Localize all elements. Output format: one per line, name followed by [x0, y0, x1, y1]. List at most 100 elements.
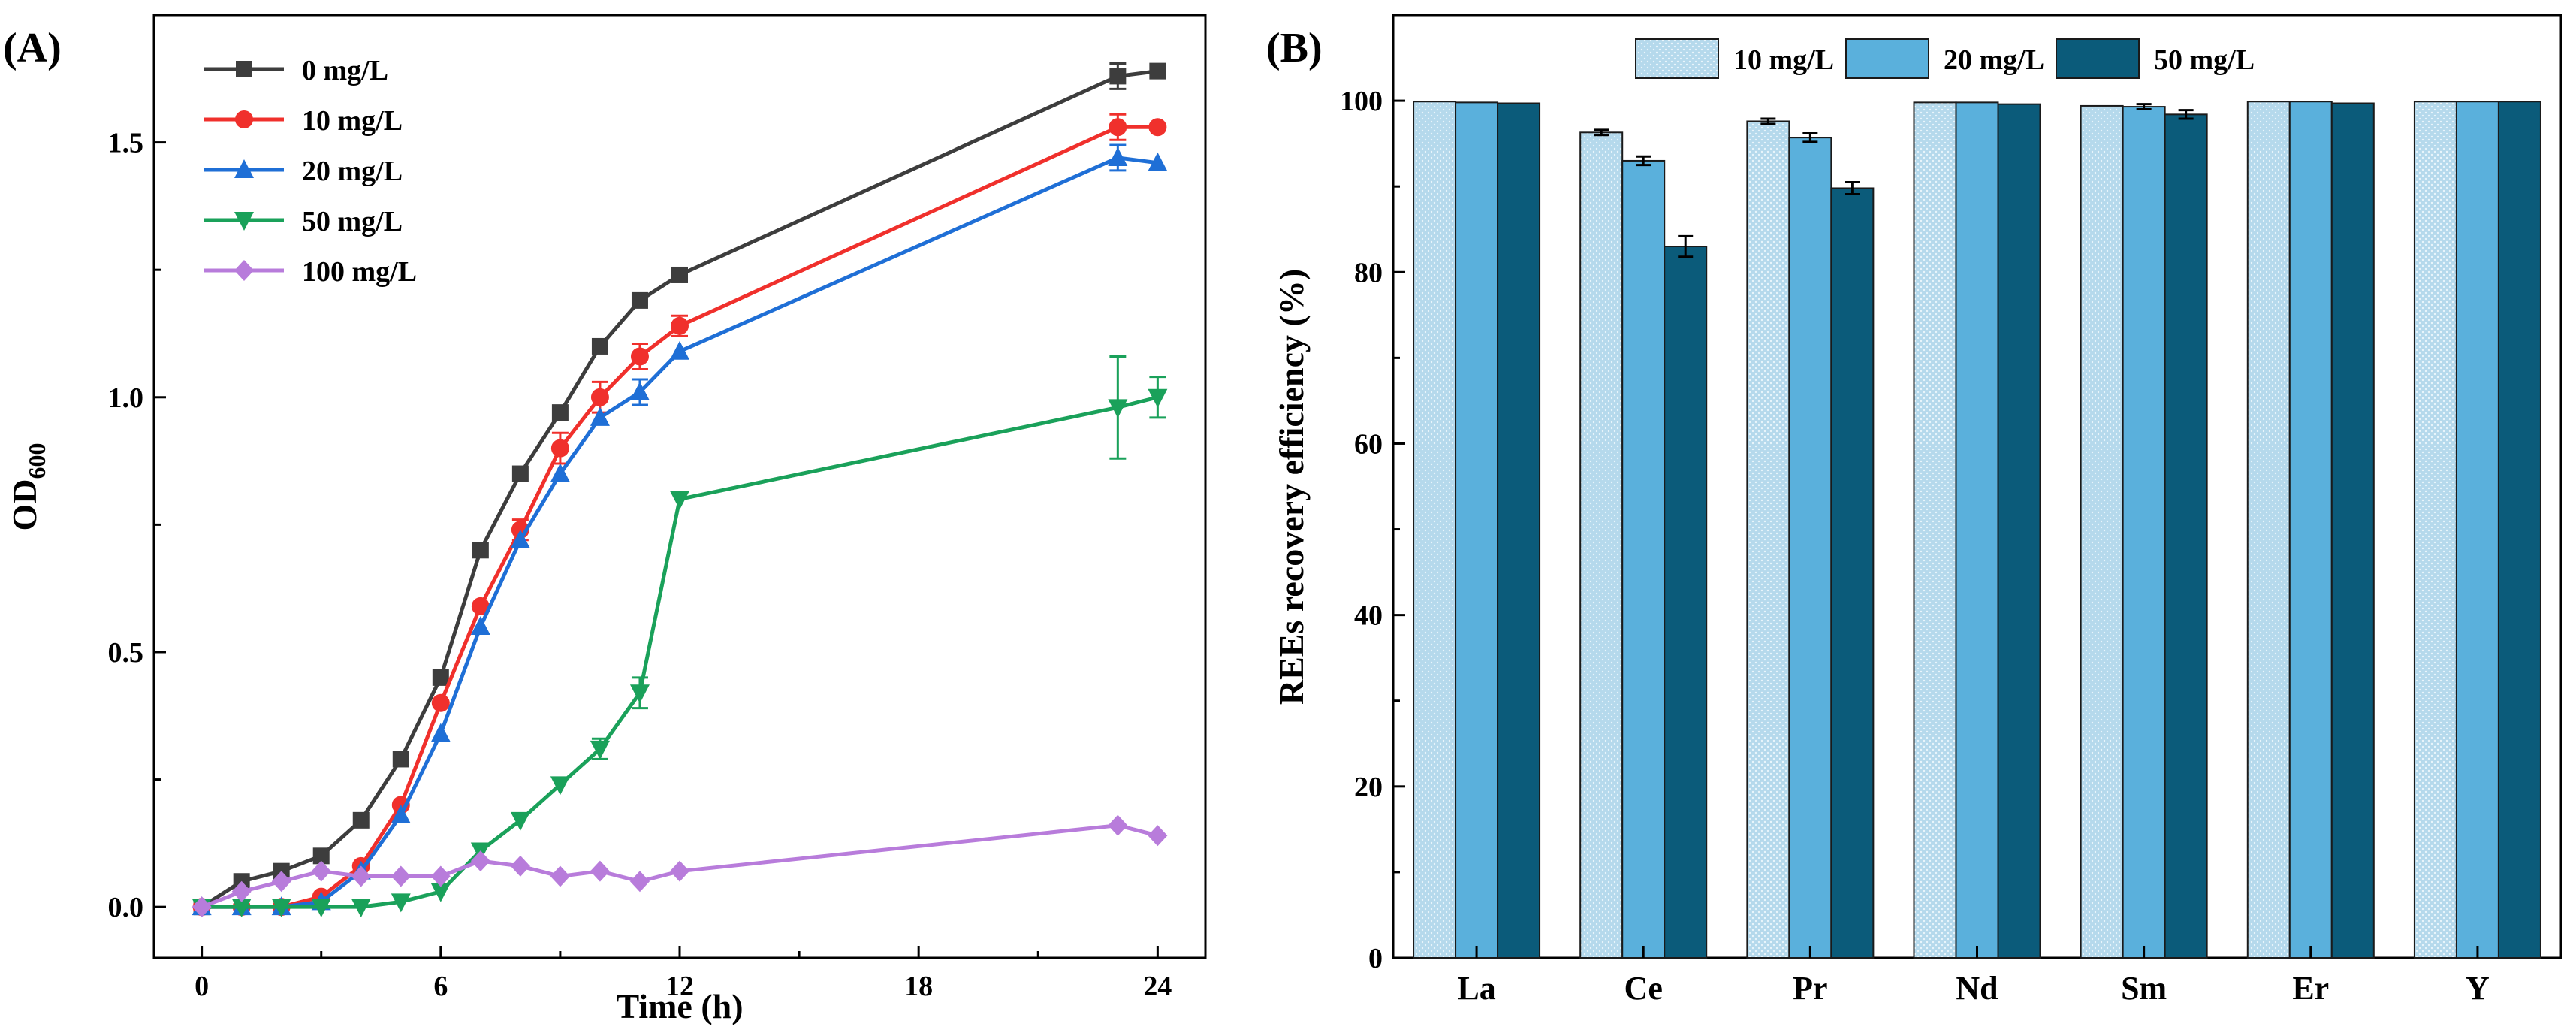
- x-axis-label-a: Time (h): [616, 987, 743, 1025]
- x-tick-label-a-1: 6: [433, 971, 448, 1002]
- data-point-0-mg-l-3: [312, 847, 330, 865]
- legend-marker-20-mg-l: [234, 159, 254, 178]
- data-point-100-mg-l-7: [470, 850, 490, 872]
- bar-50-mg-l-sm: [2164, 113, 2208, 959]
- data-point-100-mg-l-1: [231, 880, 252, 902]
- bar-20-mg-l-la: [1455, 101, 1499, 959]
- bar-20-mg-l-y: [2455, 101, 2499, 959]
- bar-20-mg-l-ce: [1621, 159, 1666, 959]
- data-point-0-mg-l-4: [352, 811, 370, 829]
- data-point-50-mg-l-9: [550, 776, 570, 796]
- data-point-20-mg-l-6: [430, 723, 451, 742]
- legend-marker-50-mg-l: [234, 212, 254, 231]
- x-tick-label-a-0: 0: [195, 971, 209, 1002]
- panel-a-label: (A): [3, 25, 62, 71]
- bar-10-mg-l-ce: [1579, 131, 1624, 959]
- data-point-0-mg-l-8: [511, 465, 529, 482]
- bar-chart-panel-b: 0 20 40 60 80 100 La Ce Pr Nd Sm Er Y 10 mg/L 20 mg/L…: [1272, 14, 2562, 1007]
- data-point-10-mg-l-13: [1109, 118, 1127, 137]
- legend-label-50-mg-l: 50 mg/L: [2154, 44, 2255, 76]
- data-point-100-mg-l-12: [670, 860, 689, 882]
- bar-10-mg-l-la: [1413, 101, 1457, 959]
- y-axis-label-a-sub: 600: [23, 443, 50, 479]
- legend-b: 10 mg/L 20 mg/L 50 mg/L: [1635, 38, 2255, 79]
- series-0-mg-l: [193, 62, 1166, 916]
- y-tick-label-b-5: 100: [1340, 86, 1383, 117]
- legend-marker-0-mg-l: [236, 61, 252, 77]
- data-point-10-mg-l-12: [671, 316, 689, 335]
- x-tick-label-ce: Ce: [1624, 970, 1663, 1007]
- legend-swatch-20-mg-l: [1845, 38, 1929, 79]
- data-point-0-mg-l-9: [551, 404, 569, 421]
- data-point-50-mg-l-4: [351, 899, 371, 918]
- data-point-20-mg-l-12: [670, 340, 689, 360]
- data-point-20-mg-l-8: [510, 529, 530, 548]
- data-point-50-mg-l-6: [430, 883, 451, 902]
- bar-50-mg-l-er: [2330, 102, 2375, 959]
- data-point-10-mg-l-7: [471, 597, 490, 615]
- legend-label-100-mg-l: 100 mg/L: [302, 256, 417, 288]
- bar-50-mg-l-ce: [1664, 246, 1708, 959]
- data-point-100-mg-l-3: [311, 860, 331, 882]
- legend-label-0-mg-l: 0 mg/L: [302, 55, 388, 86]
- data-point-0-mg-l-13: [1109, 68, 1127, 85]
- y-tick-label-b-4: 80: [1354, 257, 1383, 288]
- data-point-20-mg-l-10: [590, 406, 610, 426]
- series-group-a: [192, 62, 1168, 918]
- bar-10-mg-l-sm: [2080, 104, 2124, 959]
- data-point-20-mg-l-9: [550, 463, 570, 482]
- x-tick-label-sm: Sm: [2121, 970, 2167, 1007]
- data-point-50-mg-l-12: [670, 491, 689, 510]
- data-point-0-mg-l-5: [392, 751, 409, 768]
- x-tick-label-pr: Pr: [1793, 970, 1827, 1007]
- bar-20-mg-l-er: [2288, 101, 2333, 959]
- data-point-10-mg-l-9: [550, 439, 569, 458]
- legend-swatch-10-mg-l: [1635, 38, 1719, 79]
- series-100-mg-l: [192, 814, 1168, 918]
- data-point-50-mg-l-5: [391, 893, 411, 913]
- legend-marker-100-mg-l: [234, 260, 254, 281]
- bar-10-mg-l-er: [2246, 101, 2291, 959]
- data-point-100-mg-l-13: [1108, 814, 1128, 836]
- bar-10-mg-l-nd: [1913, 101, 1957, 959]
- data-point-100-mg-l-4: [351, 865, 371, 887]
- bar-20-mg-l-pr: [1788, 137, 1832, 959]
- data-point-10-mg-l-6: [431, 693, 450, 712]
- bar-50-mg-l-y: [2497, 101, 2541, 959]
- line-chart-panel-a: 0 6 12 18 24 0.0 0.5 1.0 1.5 0 mg/L 10 mg/L 20 mg/…: [5, 14, 1207, 1025]
- data-point-10-mg-l-10: [590, 388, 609, 406]
- bar-20-mg-l-sm: [2122, 106, 2166, 959]
- y-tick-label-b-1: 20: [1354, 772, 1383, 803]
- data-point-100-mg-l-2: [271, 871, 291, 893]
- x-tick-label-nd: Nd: [1956, 970, 1998, 1007]
- data-point-50-mg-l-8: [510, 811, 530, 831]
- x-tick-label-y: Y: [2466, 970, 2490, 1007]
- data-point-100-mg-l-5: [391, 865, 411, 887]
- data-point-100-mg-l-11: [629, 871, 650, 893]
- bar-50-mg-l-pr: [1830, 187, 1875, 959]
- y-tick-label-a-2: 1.0: [108, 382, 144, 414]
- data-point-100-mg-l-9: [550, 865, 570, 887]
- data-point-0-mg-l-7: [472, 542, 489, 559]
- legend-label-10-mg-l: 10 mg/L: [302, 105, 403, 137]
- data-point-100-mg-l-10: [590, 860, 610, 882]
- series-line-10-mg-l: [201, 125, 1158, 909]
- data-point-20-mg-l-5: [391, 805, 411, 824]
- x-tick-label-a-3: 18: [904, 971, 933, 1002]
- series-line-50-mg-l: [201, 395, 1158, 909]
- data-point-50-mg-l-1: [231, 899, 252, 918]
- y-axis-label-a: OD600: [5, 443, 50, 531]
- y-tick-label-a-1: 0.5: [108, 637, 144, 669]
- axis-ticks-a: 0 6 12 18 24 0.0 0.5 1.0 1.5: [108, 128, 1172, 1002]
- bar-10-mg-l-pr: [1746, 120, 1790, 959]
- data-point-50-mg-l-11: [629, 684, 650, 704]
- bar-20-mg-l-nd: [1955, 101, 1999, 959]
- legend-swatch-50-mg-l: [2056, 38, 2140, 79]
- data-point-50-mg-l-3: [311, 899, 331, 918]
- bar-50-mg-l-nd: [1997, 103, 2041, 959]
- data-point-0-mg-l-12: [671, 266, 688, 283]
- y-tick-label-b-2: 40: [1354, 600, 1383, 632]
- y-tick-label-a-0: 0.0: [108, 892, 144, 923]
- panel-b-label: (B): [1266, 25, 1323, 71]
- axis-ticks-b: 0 20 40 60 80 100 La Ce Pr Nd Sm Er Y: [1340, 86, 2490, 1007]
